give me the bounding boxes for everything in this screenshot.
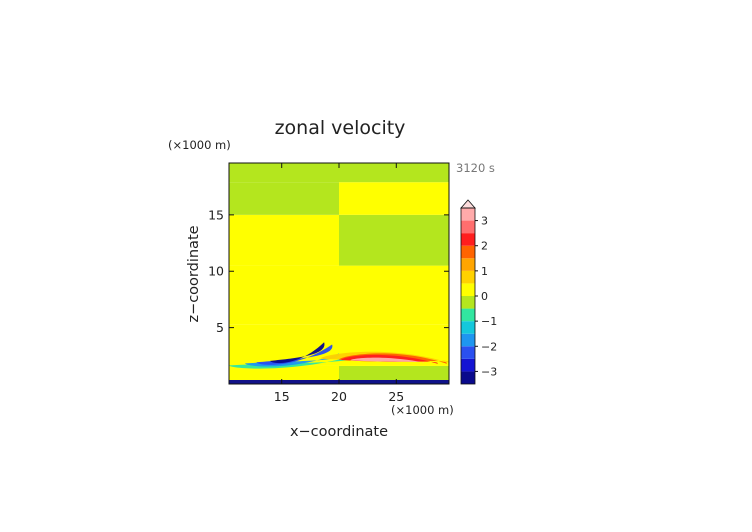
field-band-right	[339, 163, 449, 183]
x-tick-label: 20	[331, 389, 347, 404]
field-band-left	[229, 214, 339, 266]
x-axis-unit-label: (×1000 m)	[391, 403, 454, 417]
x-tick-label: 15	[274, 389, 290, 404]
colorbar-swatch	[461, 308, 475, 322]
colorbar-swatch	[461, 321, 475, 334]
colorbar-tick-label: 2	[481, 240, 488, 253]
field-layer	[229, 163, 449, 384]
colorbar-swatch	[461, 258, 475, 271]
axes: 15 20 25 5 10 15	[208, 162, 450, 404]
colorbar-tick-label: −3	[481, 365, 497, 378]
field-contour	[256, 344, 333, 365]
field-band-right	[339, 214, 449, 266]
field-band-left	[229, 182, 339, 215]
colorbar-swatch	[461, 245, 475, 259]
y-axis-title: z−coordinate	[186, 225, 202, 322]
colorbar-tick-label: −2	[481, 340, 497, 353]
x-axis-title: x−coordinate	[290, 424, 388, 440]
colorbar-tick-label: 1	[481, 265, 488, 278]
colorbar-tick-label: −1	[481, 315, 497, 328]
colorbar-swatch	[461, 270, 475, 284]
y-tick-label: 15	[208, 207, 224, 222]
y-tick-label: 5	[216, 320, 224, 335]
field-band-left	[229, 365, 339, 384]
colorbar-swatch	[461, 296, 475, 309]
colorbar-swatch	[461, 233, 475, 246]
y-tick-label: 10	[208, 264, 224, 279]
colorbar-swatch	[461, 358, 475, 372]
colorbar-swatch	[461, 220, 475, 234]
chart-title: zonal velocity	[275, 117, 406, 139]
field-contour	[270, 342, 325, 364]
field-band-right	[339, 182, 449, 215]
colorbar-swatch	[461, 333, 475, 347]
time-label: 3120 s	[456, 161, 495, 175]
colorbar-swatch	[461, 346, 475, 359]
field-band-right	[339, 365, 449, 384]
field-band-left	[229, 324, 339, 366]
field-band-left	[229, 265, 339, 325]
field-band-right	[339, 265, 449, 325]
plot-area	[229, 163, 449, 384]
colorbar: −3 −2 −1 0 1 2 3	[460, 199, 497, 385]
colorbar-tick-label: 0	[481, 290, 488, 303]
colorbar-swatch	[461, 283, 475, 296]
x-tick-label: 25	[388, 389, 404, 404]
colorbar-swatch	[461, 208, 475, 221]
y-axis-unit-label: (×1000 m)	[168, 138, 231, 152]
colorbar-tick-label: 3	[481, 215, 488, 228]
field-contour	[350, 357, 425, 363]
colorbar-swatch	[461, 371, 475, 384]
field-band-left	[229, 163, 339, 183]
